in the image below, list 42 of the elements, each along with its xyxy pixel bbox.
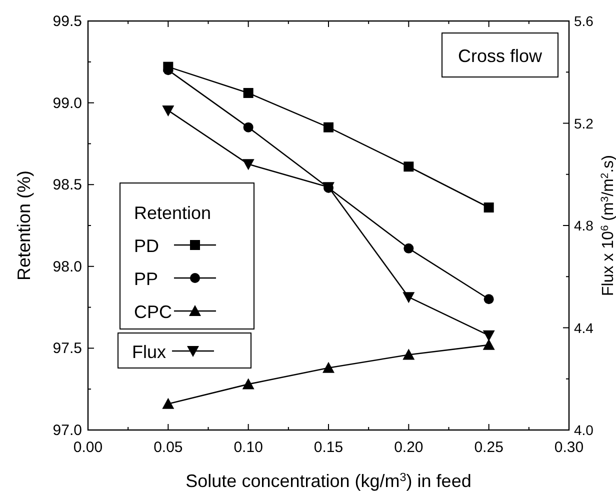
x-tick-label: 0.30	[554, 439, 584, 456]
y2-tick-label: 5.6	[574, 13, 594, 29]
point	[402, 292, 415, 304]
legend-label: Flux	[132, 342, 166, 362]
y-tick-label: 99.0	[52, 94, 82, 112]
y-tick-label: 99.5	[52, 13, 82, 30]
y-tick-label: 98.5	[52, 176, 82, 194]
point	[162, 105, 174, 116]
y2-tick-label: 4.0	[574, 422, 594, 438]
x-tick-label: 0.20	[394, 439, 424, 456]
point	[324, 122, 334, 132]
annotation: Cross flow	[458, 46, 544, 66]
point	[482, 338, 495, 350]
y-tick-label: 97.5	[52, 340, 82, 358]
legend-label: CPC	[134, 302, 172, 322]
y-tick-label: 98.0	[52, 258, 82, 276]
x-axis-title: Solute concentration (kg/m$^{3}$) in feed	[186, 470, 472, 491]
point	[404, 162, 414, 172]
y2-tick-label: 4.4	[574, 320, 594, 336]
point	[404, 243, 414, 254]
x-tick-label: 0.25	[474, 439, 504, 456]
point	[162, 398, 174, 409]
point	[243, 88, 254, 98]
point	[402, 348, 415, 360]
point	[482, 330, 495, 342]
point	[484, 294, 494, 304]
point	[484, 202, 494, 213]
legend-label: PP	[134, 269, 158, 289]
y-axis-title: Retention (%)	[14, 170, 34, 281]
y2-tick-label: 4.8	[574, 218, 594, 234]
point	[242, 378, 254, 390]
point	[322, 362, 334, 373]
point	[242, 159, 254, 170]
legend-title: Retention	[134, 203, 212, 223]
y2-tick-label: 5.2	[574, 115, 594, 132]
x-tick-label: 0.05	[154, 439, 183, 456]
legend-label: PD	[134, 236, 160, 256]
point	[243, 122, 254, 132]
y-tick-label: 97.0	[52, 422, 82, 439]
x-tick-label: 0.15	[314, 439, 344, 456]
x-tick-label: 0.10	[234, 439, 263, 456]
x-tick-label: 0.00	[73, 439, 103, 456]
